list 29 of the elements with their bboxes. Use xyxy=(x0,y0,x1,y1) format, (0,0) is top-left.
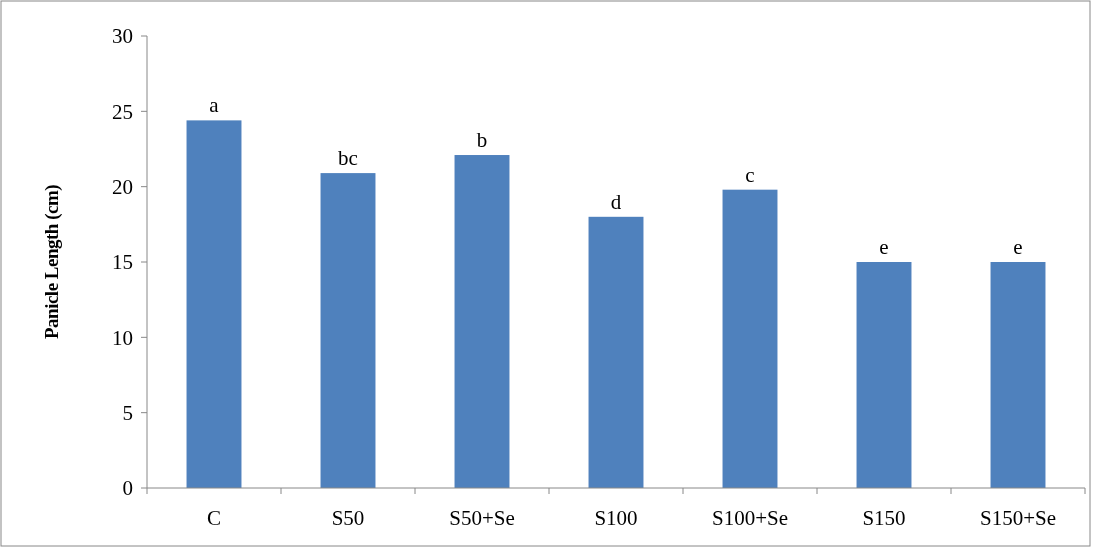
bar xyxy=(856,262,912,488)
y-tick-label: 10 xyxy=(112,325,133,350)
y-tick-label: 0 xyxy=(122,476,133,501)
bar xyxy=(186,120,242,488)
x-tick-label: S100 xyxy=(594,506,638,530)
bar xyxy=(588,216,644,488)
x-tick-label: C xyxy=(206,506,222,530)
y-tick-label: 15 xyxy=(112,250,133,275)
annotation: bc xyxy=(338,146,358,171)
bar xyxy=(454,155,510,488)
annotation: a xyxy=(209,93,220,118)
annotation: b xyxy=(476,128,488,153)
annotation: c xyxy=(745,162,755,187)
bar xyxy=(990,262,1046,488)
annotation: e xyxy=(879,235,889,259)
annotation: e xyxy=(1013,235,1023,259)
bar xyxy=(320,173,376,488)
y-tick-label: 30 xyxy=(112,24,133,49)
x-tick-label: S50+Se xyxy=(449,506,515,530)
bar xyxy=(722,189,778,488)
x-tick-label: S150+Se xyxy=(979,506,1057,530)
annotation: d xyxy=(610,189,622,214)
x-tick-label: S50 xyxy=(331,506,365,530)
y-axis-title: Panicle Length (cm) xyxy=(41,184,63,340)
x-tick-label: S150 xyxy=(862,506,906,530)
y-tick-label: 25 xyxy=(112,99,133,124)
y-tick-label: 20 xyxy=(112,175,133,200)
y-tick-label: 5 xyxy=(122,401,133,426)
x-tick-label: S100+Se xyxy=(711,506,789,530)
